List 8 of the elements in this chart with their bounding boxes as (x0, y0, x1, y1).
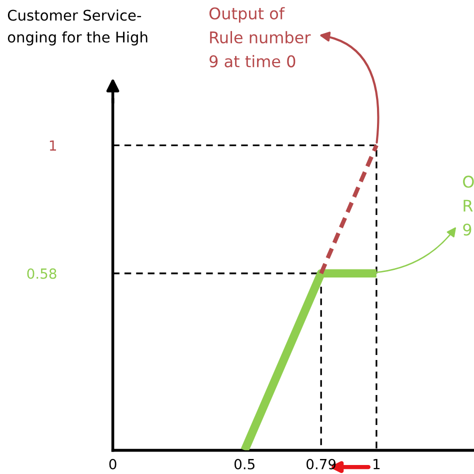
annotation: O R 9 (463, 176, 474, 236)
x-tick-label: 0 (109, 458, 116, 470)
x-tick-label: 0.5 (234, 458, 254, 470)
annotation: Output of Rule number 9 at time 0 (209, 7, 311, 68)
x-tick-label: 0.79 (306, 458, 336, 470)
x-tick-label: 1 (374, 459, 380, 470)
chart-title: Customer Service- onging for the High (8, 9, 148, 46)
y-tick-label: 0.58 (27, 268, 56, 279)
